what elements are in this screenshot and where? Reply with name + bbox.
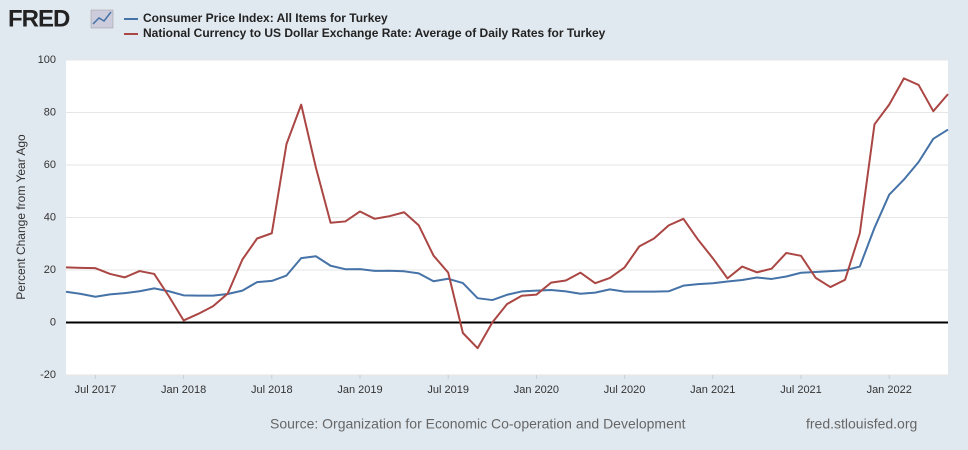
y-tick-label: 0 [50,316,56,328]
series-line [65,77,949,350]
x-tick-label: Jul 2020 [604,384,646,396]
y-axis-label: Percent Change from Year Ago [14,134,28,300]
x-tick-label: Jul 2017 [75,384,117,396]
x-tick-label: Jul 2021 [780,384,822,396]
legend-label: Consumer Price Index: All Items for Turk… [143,11,388,25]
y-tick-label: 40 [44,211,56,223]
y-tick-label: 60 [44,159,56,171]
y-tick-label: 20 [44,264,56,276]
logo: FRED [8,5,70,32]
x-tick-label: Jan 2018 [161,384,206,396]
y-tick-label: -20 [40,369,56,381]
x-tick-label: Jan 2019 [337,384,382,396]
series-line [65,128,949,302]
x-tick-label: Jul 2018 [251,384,293,396]
y-tick-label: 80 [44,106,56,118]
y-tick-label: 100 [38,54,56,66]
logo-icon [90,9,114,29]
x-tick-label: Jan 2021 [690,384,735,396]
legend-label: National Currency to US Dollar Exchange … [143,26,606,40]
x-tick-label: Jul 2019 [427,384,469,396]
x-tick-label: Jan 2022 [867,384,912,396]
site: fred.stlouisfed.org [806,416,917,432]
source: Source: Organization for Economic Co-ope… [270,416,686,432]
x-tick-label: Jan 2020 [514,384,559,396]
